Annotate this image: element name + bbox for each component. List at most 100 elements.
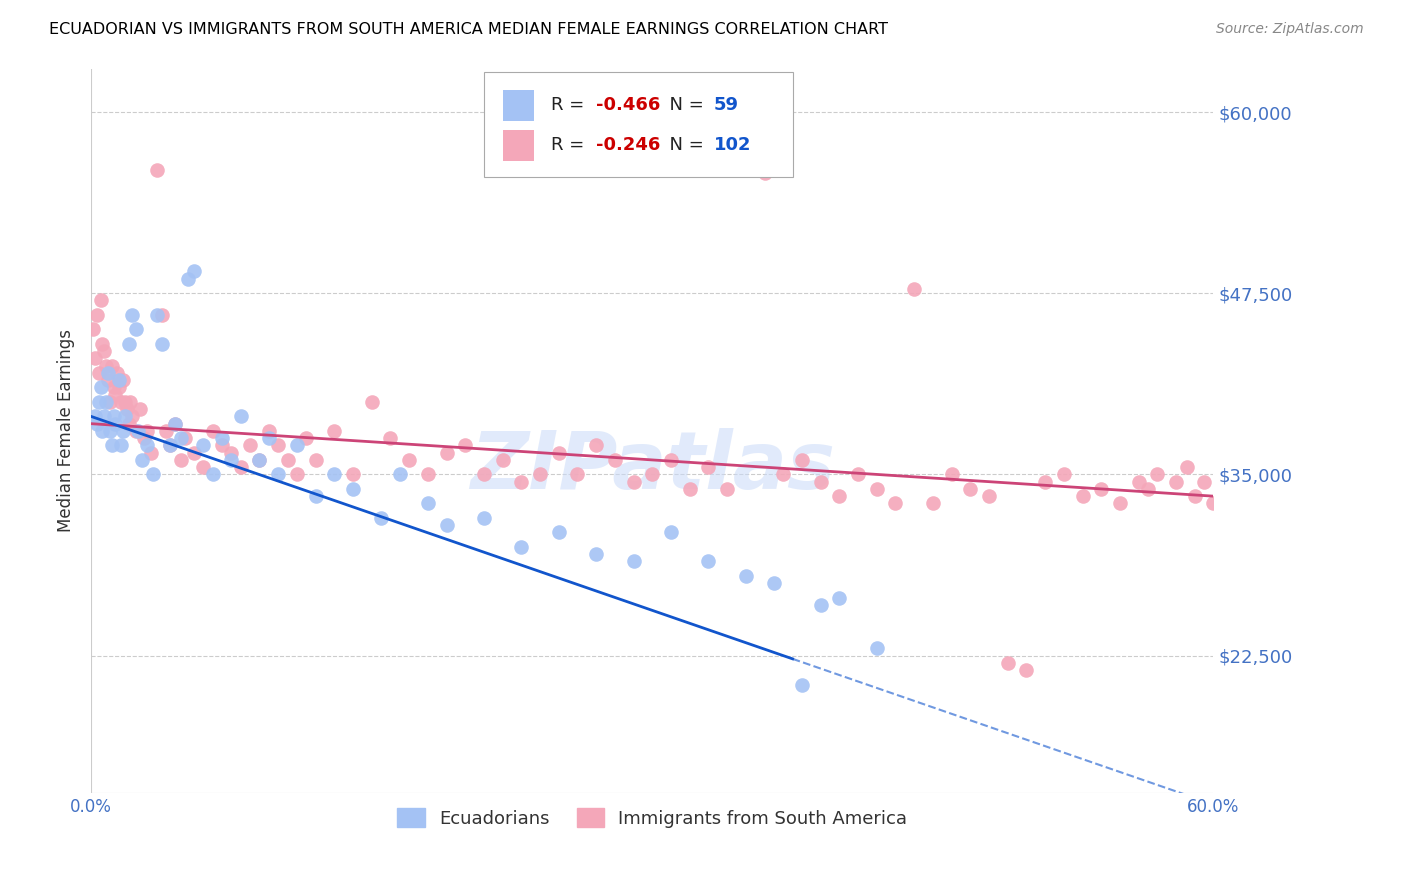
Point [105,366,128,380]
Point [388,467,411,482]
Point [416,467,439,482]
Point [1220,475,1243,489]
Point [762,576,785,591]
FancyBboxPatch shape [503,130,534,161]
Point [229,460,252,475]
Point [125,322,148,336]
Text: ZIPatlas: ZIPatlas [470,428,835,506]
FancyBboxPatch shape [484,72,793,178]
Point [83,351,105,366]
Point [1071,489,1094,503]
Point [86,308,108,322]
Point [754,166,776,180]
Point [193,438,215,452]
Point [183,264,205,278]
Point [416,496,439,510]
Point [150,308,173,322]
Point [1192,475,1215,489]
Point [623,475,645,489]
Point [98,395,121,409]
Point [201,424,224,438]
Point [211,438,233,452]
Point [734,569,756,583]
Point [323,424,346,438]
Point [249,453,271,467]
Point [103,409,125,424]
Point [139,445,162,459]
Point [472,511,495,525]
Point [87,395,110,409]
Point [170,431,193,445]
Point [547,445,569,459]
Point [1053,467,1076,482]
Point [267,438,290,452]
Point [127,424,149,438]
Point [903,282,925,296]
Point [295,431,318,445]
Point [1109,496,1132,510]
Point [567,467,589,482]
Point [128,402,150,417]
Point [1128,475,1150,489]
Y-axis label: Median Female Earnings: Median Female Earnings [58,329,75,533]
Point [125,424,148,438]
Point [221,453,243,467]
Point [472,467,495,482]
Point [304,453,326,467]
Point [342,467,364,482]
Text: R =: R = [551,96,591,114]
Point [585,438,607,452]
Point [121,308,143,322]
Point [436,518,458,533]
Point [772,467,794,482]
Point [142,467,165,482]
Text: 59: 59 [714,96,740,114]
Point [100,438,122,452]
Point [159,438,181,452]
Point [1184,489,1206,503]
Point [436,445,458,459]
Point [884,496,907,510]
Point [304,489,326,503]
Point [150,337,173,351]
Point [959,482,981,496]
Point [201,467,224,482]
Point [828,591,851,605]
Point [114,409,136,424]
Point [547,525,569,540]
Point [257,431,280,445]
Point [108,373,131,387]
Point [828,489,851,503]
Point [492,453,515,467]
Point [249,453,271,467]
Point [104,417,127,431]
Point [114,395,136,409]
Point [659,525,682,540]
Point [659,453,682,467]
Point [1212,482,1234,496]
Point [623,554,645,568]
Point [342,482,364,496]
Point [239,438,262,452]
Point [267,467,290,482]
Point [89,380,111,394]
Point [922,496,945,510]
Text: Source: ZipAtlas.com: Source: ZipAtlas.com [1216,22,1364,37]
Point [1202,496,1225,510]
Point [1015,663,1038,677]
Text: 102: 102 [714,136,752,154]
Text: -0.246: -0.246 [596,136,661,154]
Point [1230,482,1253,496]
Point [170,453,193,467]
Point [120,395,142,409]
Point [132,431,155,445]
Point [323,467,346,482]
Point [93,409,115,424]
Point [997,656,1019,670]
Point [131,453,153,467]
Point [87,366,110,380]
Point [697,460,720,475]
Point [111,424,134,438]
Point [510,540,533,554]
Point [866,641,889,656]
